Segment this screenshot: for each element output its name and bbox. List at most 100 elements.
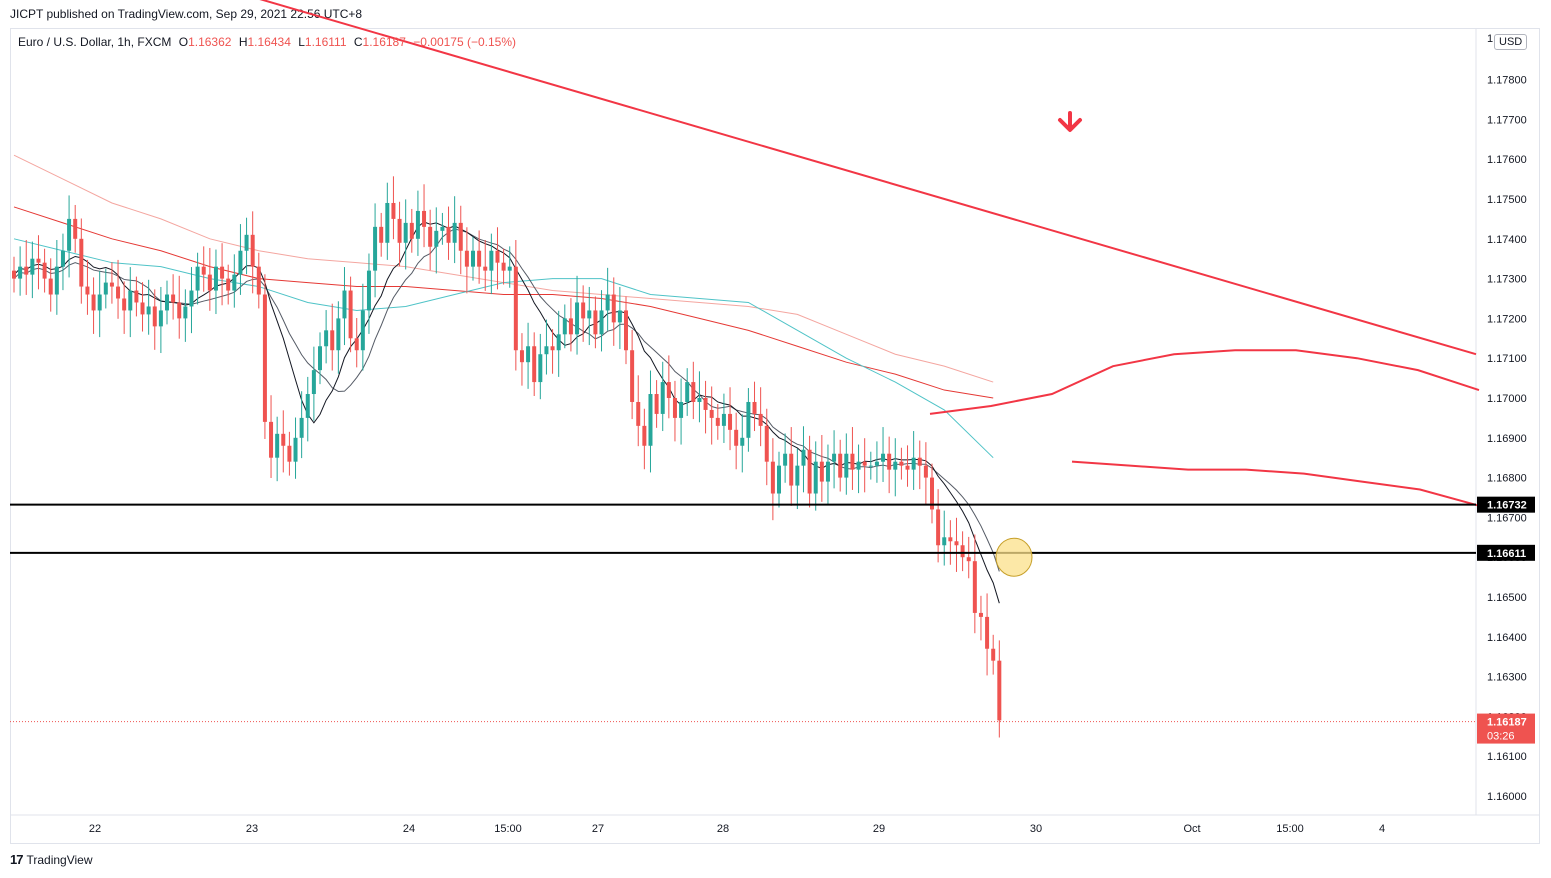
candle-body xyxy=(434,230,439,247)
x-tick-label: Oct xyxy=(1183,823,1200,835)
y-tick-label: 1.16400 xyxy=(1487,632,1527,644)
candle-body xyxy=(195,266,200,291)
candle-body xyxy=(568,318,573,335)
candle-body xyxy=(269,421,274,458)
candle-body xyxy=(966,557,971,562)
candle-body xyxy=(874,461,879,466)
candle-body xyxy=(85,286,90,295)
candle-body xyxy=(483,266,488,271)
candle-body xyxy=(930,477,934,510)
candle-body xyxy=(165,294,169,311)
candle-body xyxy=(189,290,194,307)
candle-body xyxy=(868,465,873,467)
y-tick-label: 1.16000 xyxy=(1487,791,1527,803)
candle-body xyxy=(513,266,518,351)
candle-body xyxy=(758,413,763,426)
candle-body xyxy=(593,310,598,335)
candle-body xyxy=(581,302,586,319)
candle-body xyxy=(985,616,990,649)
candle-body xyxy=(666,382,671,398)
level-price-tag xyxy=(1477,544,1535,561)
ma-9-line xyxy=(13,221,1000,604)
candle-body xyxy=(232,274,237,291)
candle-body xyxy=(801,449,806,466)
candle-body xyxy=(850,453,855,470)
x-tick-label: 27 xyxy=(592,823,604,835)
x-tick-label: 24 xyxy=(403,823,415,835)
candle-body xyxy=(960,545,965,558)
close-label: C xyxy=(353,35,363,49)
symbol-legend: Euro / U.S. Dollar, 1h, FXCM O1.16362 H1… xyxy=(18,35,516,49)
candle-body xyxy=(128,290,133,311)
candle-body xyxy=(923,465,928,478)
candle-body xyxy=(991,648,996,661)
candle-body xyxy=(360,310,365,351)
arrow-down-icon xyxy=(1058,111,1082,132)
ma-100-line xyxy=(13,206,994,399)
y-tick-label: 1.17800 xyxy=(1487,75,1527,87)
candle-body xyxy=(777,465,781,494)
open-value: 1.16362 xyxy=(188,35,232,49)
candle-body xyxy=(575,302,580,335)
publisher-credit: JICPT published on TradingView.com, Sep … xyxy=(10,7,363,21)
candle-body xyxy=(373,226,378,271)
projection-lower-line xyxy=(1071,460,1479,507)
candle-body xyxy=(832,453,837,462)
candle-body xyxy=(605,294,610,311)
candle-body xyxy=(636,401,641,426)
candle-body xyxy=(899,461,904,466)
candle-body xyxy=(948,537,953,542)
y-tick-label: 1.16100 xyxy=(1487,751,1527,763)
y-tick-label: 1.16300 xyxy=(1487,672,1527,684)
candle-body xyxy=(67,218,72,251)
candle-body xyxy=(764,425,769,462)
candle-body xyxy=(397,218,402,243)
tradingview-brand[interactable]: 17 TradingView xyxy=(10,852,93,867)
candle-body xyxy=(550,346,555,351)
candle-body xyxy=(220,266,225,279)
highlight-ellipse xyxy=(995,537,1033,577)
countdown-label: 03:26 xyxy=(1487,731,1515,743)
candle-body xyxy=(917,457,922,466)
candle-body xyxy=(262,294,267,422)
candle-body xyxy=(385,202,390,243)
change-value: −0.00175 (−0.15%) xyxy=(413,35,517,49)
y-tick-label: 1.17200 xyxy=(1487,313,1527,325)
level-price-tag xyxy=(1477,496,1535,513)
candle-body xyxy=(311,370,316,395)
candle-body xyxy=(183,306,188,319)
candle-body xyxy=(587,310,592,319)
candle-body xyxy=(18,266,23,279)
candle-body xyxy=(703,398,708,410)
candle-body xyxy=(624,310,628,351)
chart-frame[interactable] xyxy=(10,28,1540,844)
candle-body xyxy=(942,537,947,546)
candle-body xyxy=(12,270,16,279)
candle-body xyxy=(91,294,96,311)
y-tick-label: 1.16800 xyxy=(1487,473,1527,485)
candle-body xyxy=(936,509,941,546)
x-tick-label: 4 xyxy=(1379,823,1385,835)
currency-button[interactable]: USD xyxy=(1494,34,1528,50)
candle-body xyxy=(538,354,543,383)
candle-body xyxy=(122,298,127,311)
candle-body xyxy=(978,612,983,617)
x-tick-label: 28 xyxy=(717,823,729,835)
candle-body xyxy=(250,234,255,267)
candle-body xyxy=(428,226,433,247)
x-tick-label: 30 xyxy=(1030,823,1042,835)
ma-14-line xyxy=(13,228,1000,572)
candle-body xyxy=(244,234,249,251)
y-tick-label: 1.16900 xyxy=(1487,433,1527,445)
projection-upper-line xyxy=(929,349,1480,415)
candle-body xyxy=(422,210,427,227)
high-value: 1.16434 xyxy=(247,35,291,49)
candle-body xyxy=(177,302,182,319)
candle-body xyxy=(697,398,702,402)
candle-body xyxy=(556,334,561,351)
x-tick-label: 15:00 xyxy=(494,823,522,835)
y-tick-label: 1.17100 xyxy=(1487,353,1527,365)
candle-body xyxy=(48,278,53,295)
candle-body xyxy=(813,461,818,494)
